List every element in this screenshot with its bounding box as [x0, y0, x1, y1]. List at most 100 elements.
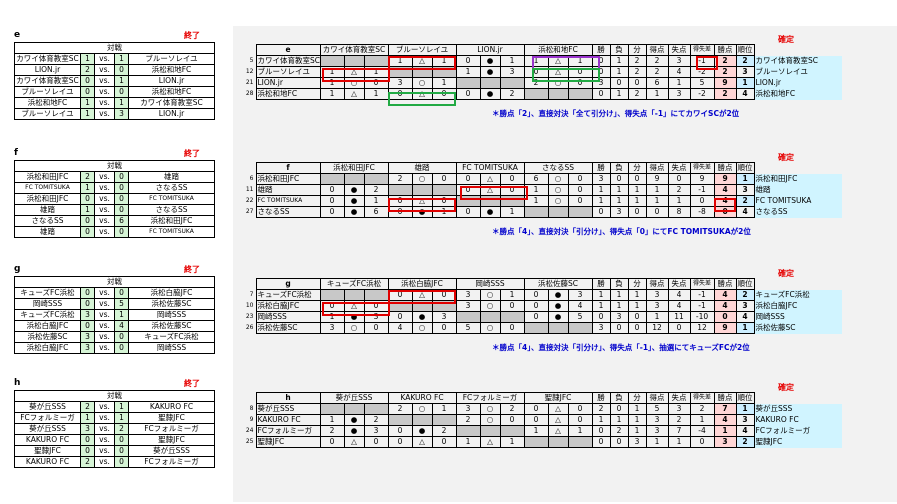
result-cell: 0	[567, 195, 593, 207]
stat-cell: 0	[667, 322, 691, 334]
stat-cell: -1	[689, 55, 715, 67]
result-cell: 0	[363, 300, 389, 312]
result-cell: 1	[455, 66, 481, 78]
stat-cell: 8	[667, 206, 691, 218]
points-cell: 0	[713, 206, 737, 218]
stat-header: 得点	[645, 162, 669, 174]
result-cell: ○	[479, 403, 501, 415]
ranked-team-name: ブルーソレイユ	[754, 66, 843, 78]
result-cell: 0	[455, 206, 481, 218]
result-cell	[319, 403, 345, 415]
stat-cell: 0	[645, 206, 669, 218]
result-cell: ●	[411, 311, 433, 323]
stat-header: 分	[627, 162, 647, 174]
result-cell: ●	[547, 289, 569, 301]
stat-cell: 1	[645, 88, 669, 100]
result-cell: 0	[387, 289, 413, 301]
vs-label: vs.	[94, 423, 115, 435]
result-cell: ○	[411, 403, 433, 415]
away-score: 0	[114, 445, 129, 457]
result-cell: 1	[363, 195, 389, 207]
result-cell	[547, 88, 569, 100]
home-team: カワイ体育教室SC	[14, 75, 81, 87]
stat-cell: 1	[609, 195, 629, 207]
result-cell: 0	[523, 289, 549, 301]
away-team: 聖隷JFC	[127, 434, 216, 446]
stat-cell: 0	[627, 173, 647, 185]
rank-cell: 4	[735, 206, 755, 218]
result-cell	[567, 436, 593, 448]
result-cell: 0	[319, 436, 345, 448]
result-cell: 3	[431, 311, 457, 323]
home-team: カワイ体育教室SC	[14, 53, 81, 65]
home-team: 葵が丘SSS	[14, 401, 81, 413]
status-label: 終了	[184, 379, 200, 388]
result-cell: 2	[431, 425, 457, 437]
result-cell: 3	[319, 322, 345, 334]
points-cell: 7	[713, 403, 737, 415]
stat-cell: 4	[667, 300, 691, 312]
result-cell	[387, 184, 413, 196]
away-score: 0	[114, 204, 129, 216]
stat-cell: 0	[591, 88, 611, 100]
stat-cell: 1	[591, 195, 611, 207]
stat-cell: 0	[591, 66, 611, 78]
away-score: 1	[114, 75, 129, 87]
ranked-team-name: LION.jr	[754, 77, 843, 89]
stat-cell: 0	[609, 322, 629, 334]
stat-cell: -4	[689, 425, 715, 437]
stat-cell: 9	[689, 173, 715, 185]
result-cell: 3	[387, 77, 413, 89]
result-cell: 0	[455, 55, 481, 67]
rank-cell: 3	[735, 414, 755, 426]
result-cell: ○	[479, 300, 501, 312]
stat-header: 勝	[591, 392, 611, 404]
stat-cell: 3	[591, 322, 611, 334]
away-team: さなるSS	[127, 182, 216, 194]
matrix-header: f 浜松和田JFC 雄踏 FC TOMITSUKA さなるSS 勝負分得点 失点 得失差 勝点順…	[242, 162, 842, 174]
stat-header: 勝	[591, 44, 611, 56]
points-cell: 2	[713, 55, 737, 67]
stat-cell: 4	[667, 289, 691, 301]
stat-cell: 1	[609, 55, 629, 67]
standings-row: 21 LION.jr 1 ○ 0 3 ○ 1 2 ○ 0 3 0 0 6 1 5 9 1 LION.jr	[242, 77, 843, 89]
home-team: 聖隷JFC	[14, 445, 81, 457]
matrix-group-letter: e	[255, 44, 321, 56]
result-cell: 1	[319, 66, 345, 78]
confirmed-label: 確定	[778, 153, 794, 162]
home-team: KAKURO FC	[14, 434, 81, 446]
away-team: さなるSS	[127, 204, 216, 216]
points-cell: 9	[713, 173, 737, 185]
team-name: さなるSS	[255, 206, 321, 218]
seed-number: 6	[249, 175, 254, 182]
result-cell: 0	[455, 88, 481, 100]
away-team: 浜松白脇JFC	[127, 287, 216, 299]
home-score: 0	[80, 445, 95, 457]
stat-cell: 1	[667, 77, 691, 89]
result-cell: ●	[343, 414, 365, 426]
result-cell: △	[343, 300, 365, 312]
match-row: 浜松白脇JFC 0 vs. 4 浜松佐藤SC	[14, 320, 216, 332]
away-score: 1	[114, 412, 129, 424]
matrix-header: h 葵が丘SSS KAKURO FC FCフォルミーガ 聖隷JFC 勝負分得点 失点 得失差勝…	[242, 392, 842, 404]
vs-label: vs.	[94, 171, 115, 183]
match-row: KAKURO FC 0 vs. 0 聖隷JFC	[14, 434, 216, 446]
team-name: FC TOMITSUKA	[255, 195, 321, 207]
result-cell	[411, 414, 433, 426]
home-score: 0	[80, 86, 95, 98]
stat-cell: 3	[627, 436, 647, 448]
home-team: 浜松和田JFC	[14, 171, 81, 183]
home-score: 2	[80, 64, 95, 76]
stat-cell: 3	[609, 206, 629, 218]
stat-cell: 1	[645, 436, 669, 448]
stat-header: 得点	[645, 44, 669, 56]
result-cell: ○	[547, 184, 569, 196]
stat-cell: 0	[627, 322, 647, 334]
away-score: 0	[114, 193, 129, 205]
home-team: 浜松白脇JFC	[14, 342, 81, 354]
result-cell	[479, 77, 501, 89]
stat-cell: 3	[667, 88, 691, 100]
stat-cell: 3	[645, 425, 669, 437]
result-cell: 3	[455, 289, 481, 301]
group-f: f 終了 対戦 浜松和田JFC 2 vs. 0 雄踏 FC TOMITSUKA 1 vs. 0 さなるS…	[0, 148, 897, 270]
